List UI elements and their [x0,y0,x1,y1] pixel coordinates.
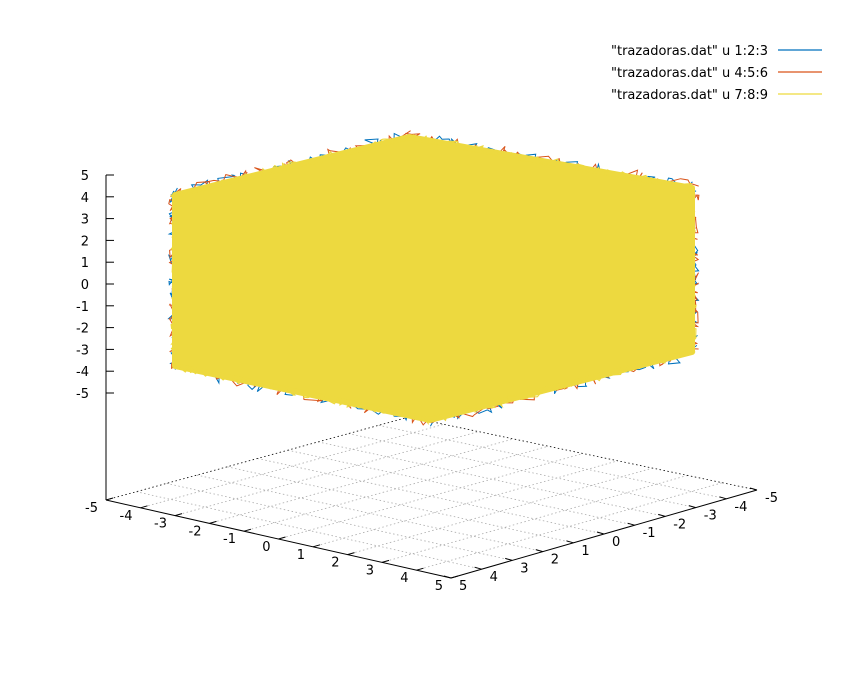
floor-back-edge [105,416,410,501]
legend-label: "trazadoras.dat" u 7:8:9 [611,88,768,103]
z-tick-label: 1 [81,256,89,271]
grid-line [278,453,584,540]
x-tick-label: -1 [223,532,236,547]
x-tick-mark [243,528,252,532]
x-tick-mark [347,552,355,556]
y-tick-mark [627,522,635,526]
y-tick-mark [749,487,758,491]
x-tick-mark [416,567,424,571]
z-tick-label: -2 [76,322,89,337]
grid-line [227,466,574,544]
series-3-trace [429,349,691,423]
legend: "trazadoras.dat" u 1:2:3 "trazadoras.dat"… [611,44,822,103]
x-tick-mark [278,536,286,540]
x-tick-label: 4 [400,571,408,586]
z-tick-label: 2 [81,234,89,249]
y-tick-mark [596,531,605,535]
y-tick-label: 5 [459,579,467,594]
x-tick-label: -5 [85,501,98,516]
y-tick-label: -1 [643,526,656,541]
grid-line [140,423,444,509]
y-tick-label: -3 [704,509,717,524]
y-tick-label: 4 [490,570,498,585]
x-tick-mark [140,505,148,509]
series-3-trace [685,183,697,353]
x-tick-label: 3 [366,563,374,578]
data-cloud [167,130,700,427]
y-tick-label: -4 [734,500,747,515]
x-tick-label: 5 [435,579,443,594]
grid-line [136,491,482,570]
x-tick-mark [174,513,183,517]
x-tick-label: 0 [262,540,270,555]
y-tick-mark [443,575,452,579]
z-tick-label: -3 [76,343,89,358]
z-tick-label: 5 [81,169,89,184]
y-tick-label: 3 [520,561,528,576]
x-tick-mark [209,520,217,524]
z-tick-label: -4 [76,365,89,380]
floor-back-edge [408,416,758,491]
y-tick-mark [474,566,482,570]
grid-line [166,483,513,561]
z-tick-label: -1 [76,300,89,315]
grid-line [257,458,605,535]
y-tick-label: 1 [581,544,589,559]
x-tick-mark [312,544,321,548]
series-3-trace [172,134,695,423]
x-tick-label: 1 [297,548,305,563]
grid-line [381,475,688,563]
series-3-trace [178,361,430,426]
x-tick-label: -2 [189,524,202,539]
y-tick-mark [688,505,696,509]
z-tick-label: 4 [81,191,89,206]
y-tick-label: 0 [612,535,620,550]
series-3-trace [171,135,411,199]
y-tick-mark [566,540,574,544]
y-tick-mark [658,513,666,517]
grid-line [209,438,514,524]
x-tick-label: -3 [154,517,167,532]
grid-line [174,431,479,516]
x-tick-label: -4 [120,509,133,524]
x-tick-mark [105,497,114,501]
grid-line [347,467,653,555]
grid-line [243,445,549,532]
axes [105,174,758,579]
y-tick-mark [719,496,727,500]
x-tick-label: 2 [331,556,339,571]
series-3-trace [408,134,692,189]
z-tick-label: -5 [76,387,89,402]
legend-label: "trazadoras.dat" u 4:5:6 [611,66,768,81]
grid-line [287,449,635,526]
z-tick-label: 3 [81,213,89,228]
legend-label: "trazadoras.dat" u 1:2:3 [611,44,768,59]
grid-line [196,474,543,552]
y-tick-label: -5 [765,491,778,506]
y-tick-mark [535,549,543,553]
grid-line [416,482,723,571]
base-grid [136,423,727,571]
z-tick-label: 0 [81,278,89,293]
grid-line [312,460,618,548]
tick-labels: 5 4 3 2 1 0 -1 -2 -3 -4 -5 -5 -4 -3 -2 -1 0 1 2 3 4 5 5 4 3 2 1 0 -1… [76,169,778,594]
x-tick-mark [381,559,390,563]
y-tick-label: 2 [551,553,559,568]
series-3-trace [169,194,181,369]
grid-line [378,424,727,500]
y-tick-mark [505,557,513,561]
y-tick-label: -2 [673,517,686,532]
x-tick-mark [450,575,459,579]
